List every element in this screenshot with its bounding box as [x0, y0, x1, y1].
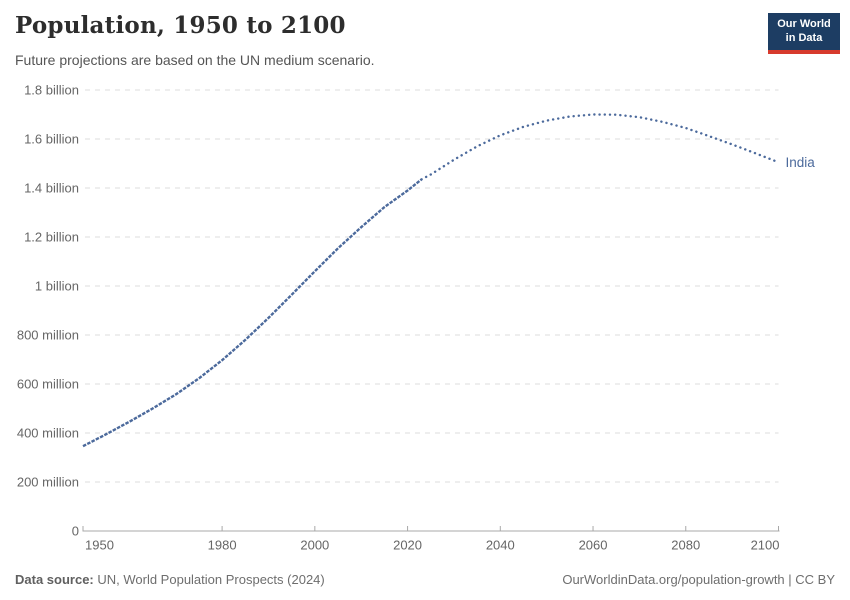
- svg-text:1.8 billion: 1.8 billion: [24, 83, 79, 98]
- svg-text:1 billion: 1 billion: [35, 279, 79, 294]
- svg-text:2060: 2060: [579, 538, 608, 553]
- x-axis: [82, 526, 780, 532]
- svg-text:1950: 1950: [85, 538, 114, 553]
- page-title: Population, 1950 to 2100: [15, 12, 346, 39]
- svg-text:800 million: 800 million: [17, 328, 79, 343]
- svg-text:400 million: 400 million: [17, 426, 79, 441]
- owid-logo[interactable]: Our World in Data: [768, 13, 840, 54]
- entity-label-india[interactable]: India: [786, 155, 816, 170]
- svg-text:2100: 2100: [751, 538, 780, 553]
- svg-text:2020: 2020: [393, 538, 422, 553]
- india-series[interactable]: [82, 113, 780, 448]
- svg-text:600 million: 600 million: [17, 377, 79, 392]
- owid-logo-line1: Our World: [777, 18, 831, 30]
- credit-link[interactable]: OurWorldinData.org/population-growth | C…: [562, 572, 835, 587]
- y-axis-labels: 0 200 million 400 million 600 million 800 mi…: [17, 83, 79, 539]
- svg-text:1.6 billion: 1.6 billion: [24, 132, 79, 147]
- svg-text:2080: 2080: [671, 538, 700, 553]
- svg-text:2000: 2000: [300, 538, 329, 553]
- data-source-label: Data source:: [15, 572, 94, 587]
- x-axis-labels: 1950 1980 2000 2020 2040 2060 2080 2100: [85, 538, 780, 553]
- svg-text:0: 0: [72, 524, 79, 539]
- chart-subtitle: Future projections are based on the UN m…: [15, 52, 375, 68]
- india-series-projection: [420, 113, 780, 181]
- data-source-text: UN, World Population Prospects (2024): [93, 572, 325, 587]
- y-gridlines: [85, 89, 779, 483]
- india-series-historical: [82, 178, 423, 448]
- data-source: Data source: UN, World Population Prospe…: [15, 572, 325, 587]
- svg-text:1.4 billion: 1.4 billion: [24, 181, 79, 196]
- svg-text:1.2 billion: 1.2 billion: [24, 230, 79, 245]
- owid-logo-line2: in Data: [785, 31, 823, 44]
- svg-text:200 million: 200 million: [17, 475, 79, 490]
- svg-text:2040: 2040: [486, 538, 515, 553]
- svg-text:1980: 1980: [208, 538, 237, 553]
- chart-footer: Data source: UN, World Population Prospe…: [15, 572, 835, 587]
